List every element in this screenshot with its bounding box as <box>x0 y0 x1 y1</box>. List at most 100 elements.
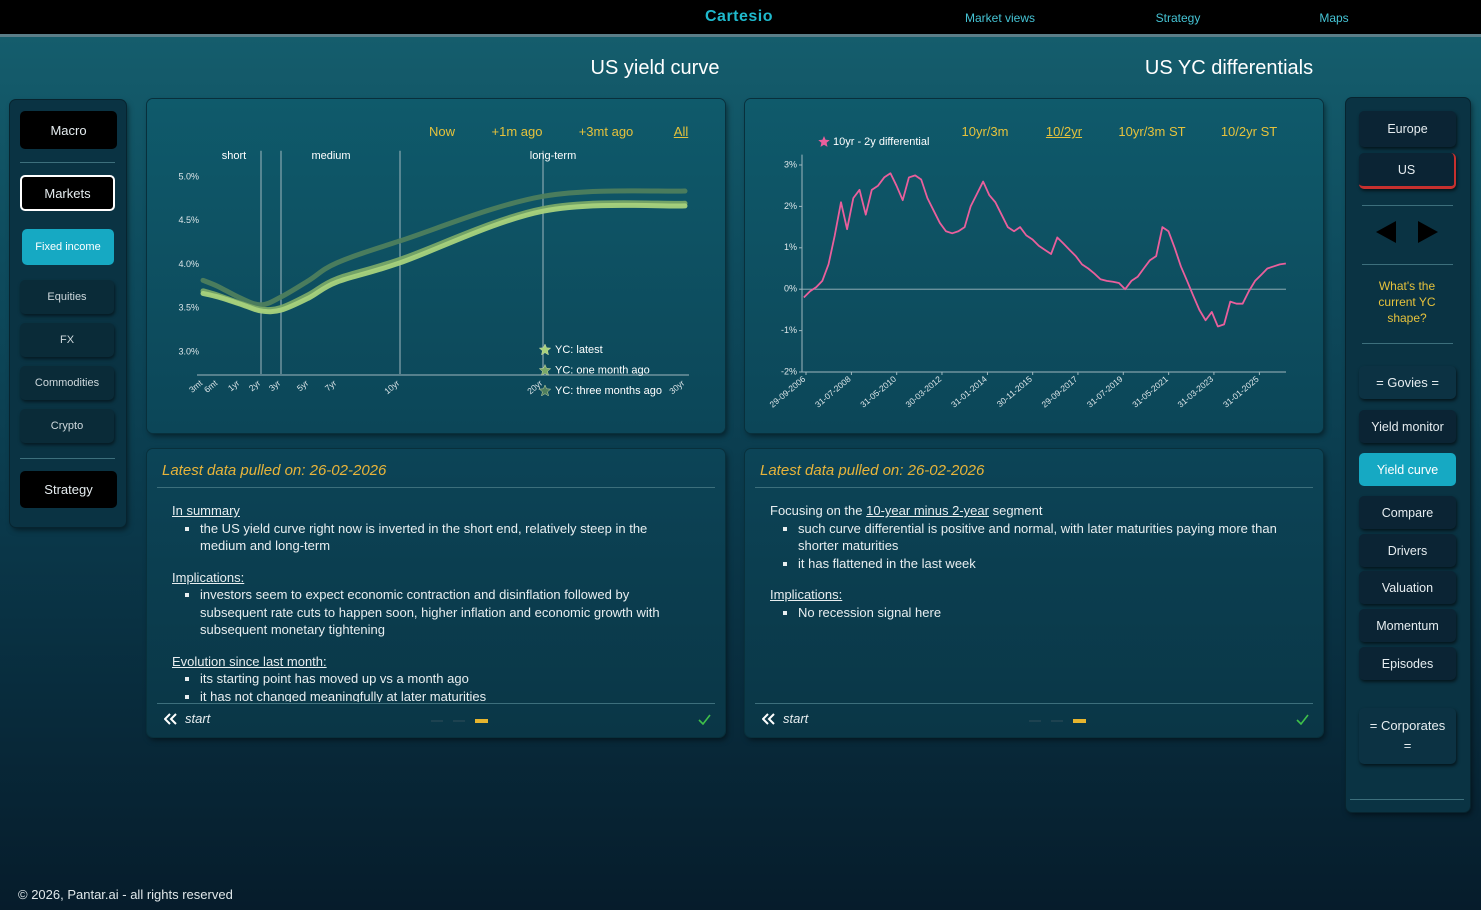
y-tick-label: 5.0% <box>178 171 199 181</box>
x-tick-label: 20yr <box>525 378 544 396</box>
series-line <box>803 172 1286 328</box>
question-link[interactable]: What's the current YC shape? <box>1378 279 1436 325</box>
next-arrow[interactable] <box>1418 221 1438 243</box>
separator <box>1362 264 1453 265</box>
page-dot[interactable] <box>453 720 465 722</box>
legend-label: YC: three months ago <box>555 385 662 397</box>
page-dot[interactable] <box>1051 720 1063 722</box>
x-tick-label: 10yr <box>382 378 401 396</box>
chart-panel <box>745 99 1323 433</box>
y-tick-label: -2% <box>781 366 797 376</box>
separator <box>1362 205 1453 206</box>
note-body: In summary the US yield curve right now … <box>172 502 692 702</box>
y-tick-label: -1% <box>781 325 797 335</box>
menu-button[interactable]: Yield curve <box>1359 453 1456 486</box>
menu-button[interactable]: Episodes <box>1359 647 1456 680</box>
region-label: short <box>222 150 246 162</box>
y-tick-label: 4.0% <box>178 259 199 269</box>
brand[interactable]: Cartesio <box>704 8 774 25</box>
nav-link[interactable]: Market views <box>964 11 1036 25</box>
chart-panel <box>147 99 725 433</box>
bullet: such curve differential is positive and … <box>798 520 1294 555</box>
differential-chart: -2%-1%0%1%2%3%29-09-2006 31-07-2008 31-05-… <box>768 136 1286 410</box>
x-tick-label: 31-03-2023 <box>1175 374 1215 410</box>
note-date: Latest data pulled on: 26-02-2026 <box>760 462 985 479</box>
x-tick-label: 7yr <box>323 378 339 393</box>
view-toggle[interactable]: All <box>673 124 689 139</box>
menu-button[interactable]: Yield monitor <box>1359 410 1456 443</box>
x-tick-label: 31-01-2014 <box>949 374 989 410</box>
menu-button[interactable]: Crypto <box>20 409 114 443</box>
menu-button[interactable]: Equities <box>20 280 114 314</box>
menu-button[interactable]: Drivers <box>1359 534 1456 567</box>
x-tick-label: 6mt <box>202 377 220 394</box>
separator <box>755 487 1313 488</box>
view-toggle[interactable]: 10yr/3m <box>961 124 1009 139</box>
x-tick-label: 29-09-2017 <box>1039 374 1079 410</box>
legend-star <box>538 343 552 356</box>
x-tick-label: 2yr <box>247 378 263 393</box>
region-button[interactable]: US <box>1359 153 1456 189</box>
menu-button[interactable]: Strategy <box>20 471 117 508</box>
x-tick-label: 3yr <box>267 378 283 393</box>
note-panel <box>147 449 725 737</box>
section-button[interactable]: = Corporates = <box>1359 708 1456 764</box>
x-tick-label: 31-07-2019 <box>1085 374 1125 410</box>
back-icon[interactable] <box>164 713 178 725</box>
bullet-list: No recession signal here <box>770 604 1294 622</box>
note-body: Focusing on the 10-year minus 2-year seg… <box>770 502 1294 702</box>
view-toggle[interactable]: +3mt ago <box>578 124 634 139</box>
yield-curve-chart: short medium long-term 3.0% 3.5% 4.0% 4.5% 5.0%… <box>178 150 689 397</box>
legend-label: 10yr - 2y differential <box>833 136 929 148</box>
page-dot[interactable] <box>1029 720 1041 722</box>
bullet: it has not changed meaningfully at later… <box>200 688 692 703</box>
prev-arrow[interactable] <box>1376 221 1396 243</box>
x-tick-label: 29-09-2006 <box>768 374 808 410</box>
check-icon <box>698 714 711 725</box>
separator <box>157 487 715 488</box>
page-dot[interactable] <box>431 720 443 722</box>
view-toggle[interactable]: +1m ago <box>491 124 543 139</box>
y-tick-label: 2% <box>784 201 797 211</box>
intro-link: 10-year minus 2-year <box>866 503 989 518</box>
bullet-list: investors seem to expect economic contra… <box>172 586 692 639</box>
y-tick-label: 3.0% <box>178 346 199 356</box>
x-tick-label: 30-11-2015 <box>995 374 1034 409</box>
region-button[interactable]: Europe <box>1359 111 1456 147</box>
footer: © 2026, Pantar.ai - all rights reserved <box>18 887 233 902</box>
bullet: it has flattened in the last week <box>798 555 1294 573</box>
view-toggle[interactable]: Now <box>428 124 456 139</box>
bullet-list: its starting point has moved up vs a mon… <box>172 670 692 702</box>
menu-button[interactable]: Macro <box>20 111 117 149</box>
view-toggle[interactable]: 10/2yr ST <box>1220 124 1278 139</box>
arrows <box>1376 221 1438 243</box>
start-link[interactable]: start <box>783 711 809 726</box>
view-toggle[interactable]: 10yr/3m ST <box>1118 124 1186 139</box>
separator <box>20 162 115 163</box>
back-icon[interactable] <box>762 713 776 725</box>
note-heading: Implications: <box>770 587 843 602</box>
page-dot[interactable] <box>475 719 488 723</box>
note-date: Latest data pulled on: 26-02-2026 <box>162 462 387 479</box>
page-dot[interactable] <box>1073 719 1086 723</box>
menu-button[interactable]: Compare <box>1359 496 1456 529</box>
curve <box>200 202 688 315</box>
x-tick-label: 31-05-2010 <box>858 374 898 410</box>
y-tick-label: 4.5% <box>178 215 199 225</box>
start-link[interactable]: start <box>185 711 211 726</box>
menu-button[interactable]: Commodities <box>20 366 114 400</box>
menu-button[interactable]: Valuation <box>1359 571 1456 604</box>
legend-label: YC: one month ago <box>555 364 650 376</box>
menu-button[interactable]: Momentum <box>1359 609 1456 642</box>
menu-button[interactable]: Fixed income <box>22 229 114 265</box>
curve <box>200 188 688 308</box>
view-toggle[interactable]: 10/2yr <box>1045 124 1083 139</box>
menu-button[interactable]: FX <box>20 323 114 357</box>
nav-link[interactable]: Strategy <box>1155 11 1201 25</box>
bullet: investors seem to expect economic contra… <box>200 586 692 639</box>
menu-button[interactable]: Markets <box>20 175 115 211</box>
nav-link[interactable]: Maps <box>1319 11 1349 25</box>
bullet: its starting point has moved up vs a mon… <box>200 670 692 688</box>
x-tick-label: 31-07-2008 <box>813 374 853 410</box>
section-button[interactable]: = Govies = <box>1359 366 1456 399</box>
